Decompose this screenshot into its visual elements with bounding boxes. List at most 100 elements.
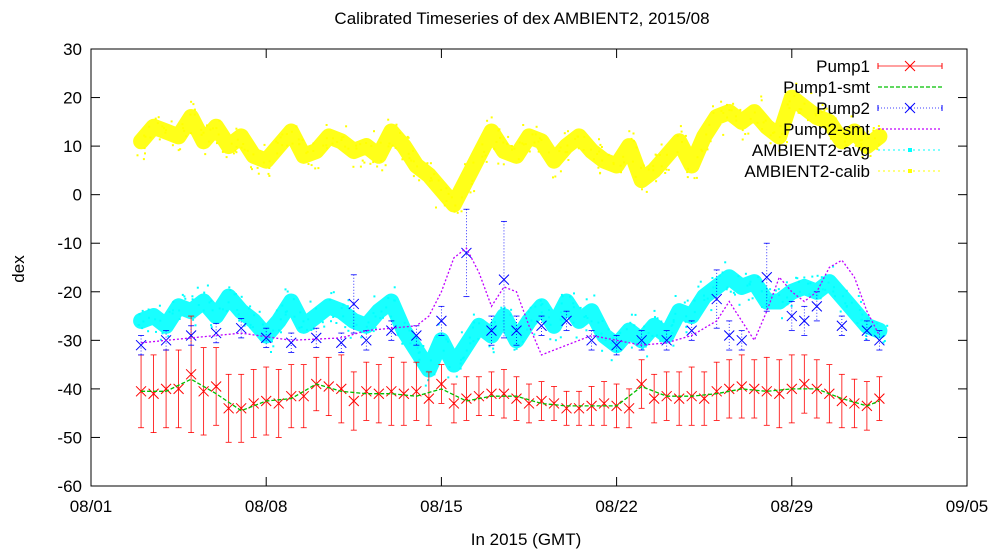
data-point <box>390 315 393 318</box>
data-point <box>424 384 427 387</box>
data-point <box>785 281 788 284</box>
data-point <box>307 163 310 165</box>
data-point <box>786 141 788 144</box>
data-point <box>185 368 197 380</box>
data-point <box>656 317 659 320</box>
data-point <box>715 286 718 289</box>
data-point <box>537 140 540 143</box>
data-point <box>617 350 620 353</box>
data-point <box>593 294 596 297</box>
data-point <box>403 321 406 324</box>
data-point <box>630 137 633 140</box>
data-point <box>867 136 870 139</box>
data-point <box>844 133 847 136</box>
data-point <box>841 295 844 298</box>
data-point <box>517 158 520 161</box>
data-point <box>798 280 800 283</box>
y-tick-label: -40 <box>57 380 82 399</box>
error-bar <box>713 269 720 329</box>
data-point <box>293 315 296 318</box>
data-point <box>409 342 412 345</box>
data-point <box>660 143 663 146</box>
data-point <box>564 151 567 154</box>
data-point <box>747 298 750 301</box>
data-point <box>747 132 750 135</box>
series-line <box>141 378 880 412</box>
data-point <box>411 330 422 341</box>
data-point <box>298 143 301 145</box>
data-point <box>385 306 388 309</box>
data-point <box>306 328 308 331</box>
data-point <box>310 329 313 331</box>
data-point <box>279 136 282 139</box>
data-point <box>502 320 504 323</box>
x-tick-label: 08/01 <box>70 497 113 516</box>
data-point <box>438 333 440 336</box>
data-point <box>198 385 209 397</box>
data-point <box>878 143 880 146</box>
data-point <box>683 301 686 304</box>
data-point <box>631 160 634 163</box>
data-point <box>761 306 764 308</box>
data-point <box>632 132 635 135</box>
data-point <box>836 320 848 332</box>
data-point <box>210 324 213 327</box>
data-point <box>741 138 744 141</box>
data-point <box>372 312 375 315</box>
data-point <box>317 167 320 170</box>
data-point <box>874 334 885 346</box>
data-point <box>737 275 740 278</box>
data-point <box>586 334 597 346</box>
data-point <box>196 286 199 289</box>
data-point <box>382 316 384 319</box>
data-point <box>798 112 801 114</box>
data-point <box>598 398 610 409</box>
data-point <box>744 272 747 275</box>
data-point <box>660 165 663 168</box>
data-point <box>234 149 237 152</box>
data-point <box>872 129 875 132</box>
data-point <box>793 94 796 97</box>
data-point <box>883 340 886 342</box>
data-point <box>872 127 875 129</box>
data-point <box>372 330 375 333</box>
data-point <box>711 293 723 305</box>
data-point <box>643 325 646 328</box>
data-point <box>235 293 237 296</box>
series-ambient2-calib <box>133 82 888 214</box>
chart-title: Calibrated Timeseries of dex AMBIENT2, 2… <box>334 9 709 28</box>
legend-marker <box>904 60 916 72</box>
legend-item: AMBIENT2-calib <box>744 162 942 181</box>
data-point <box>708 123 711 126</box>
data-point <box>732 102 735 105</box>
legend-label: Pump1-smt <box>783 78 870 97</box>
data-point <box>177 149 180 152</box>
data-point <box>366 330 369 333</box>
data-point <box>559 336 562 339</box>
data-point <box>873 333 876 336</box>
data-point <box>850 115 853 118</box>
data-point <box>820 276 823 279</box>
data-point <box>560 311 562 314</box>
data-point <box>573 402 585 414</box>
data-point <box>281 144 284 147</box>
data-point <box>447 192 450 195</box>
data-point <box>312 142 315 145</box>
data-point <box>822 108 825 110</box>
data-point <box>230 142 233 145</box>
data-point <box>344 326 347 329</box>
data-point <box>498 274 510 285</box>
data-point <box>845 289 848 292</box>
data-point <box>710 309 713 312</box>
data-point <box>819 297 822 300</box>
data-point <box>554 339 557 342</box>
data-point <box>206 124 208 127</box>
data-point <box>147 330 150 333</box>
data-point <box>795 82 798 85</box>
data-point <box>391 144 394 147</box>
data-point <box>598 138 600 141</box>
data-point <box>355 144 358 147</box>
data-point <box>161 332 164 335</box>
data-point <box>387 297 390 299</box>
y-tick-label: -50 <box>57 428 82 447</box>
